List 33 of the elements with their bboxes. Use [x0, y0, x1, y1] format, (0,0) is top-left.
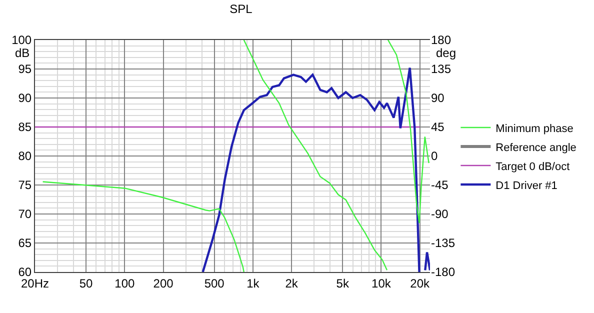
x-tick-label: 20k — [410, 276, 431, 290]
y2-axis-title: deg — [436, 46, 456, 60]
y-tick-label: 70 — [18, 207, 32, 222]
x-tick-label: 2k — [285, 276, 299, 290]
y-tick-label: 85 — [18, 120, 32, 134]
y-tick-label: 75 — [18, 178, 32, 192]
y-tick-label: 65 — [18, 236, 32, 250]
x-tick-label: 10k — [372, 276, 392, 290]
y-tick-label: 80 — [18, 149, 32, 164]
x-tick-label: 1k — [246, 276, 260, 290]
y2-tick-label: 180 — [431, 33, 452, 48]
legend-label: Target 0 dB/oct — [496, 160, 570, 173]
y2-tick-label: 45 — [431, 120, 445, 134]
y2-tick-label: 90 — [431, 91, 445, 106]
y-axis-title: dB — [15, 46, 30, 60]
y-tick-label: 100 — [12, 33, 32, 48]
y2-tick-label: 0 — [431, 149, 438, 164]
y2-tick-label: 135 — [431, 62, 452, 76]
legend-label: Minimum phase — [496, 122, 574, 135]
y-tick-label: 90 — [18, 91, 32, 106]
y2-tick-label: -45 — [431, 178, 449, 192]
y-tick-label: 95 — [18, 62, 32, 76]
x-tick-label: 5k — [336, 276, 350, 290]
legend-label: D1 Driver #1 — [496, 180, 558, 192]
chart-title: SPL — [230, 2, 253, 16]
x-tick-label: 100 — [114, 276, 135, 290]
y2-tick-label: -180 — [431, 265, 456, 280]
legend-label: Reference angle — [496, 142, 576, 154]
y2-tick-label: -90 — [431, 207, 449, 222]
x-tick-label: 500 — [204, 276, 225, 290]
y2-tick-label: -135 — [431, 236, 456, 250]
x-tick-label: 50 — [79, 276, 94, 290]
x-tick-label: 200 — [153, 276, 174, 290]
